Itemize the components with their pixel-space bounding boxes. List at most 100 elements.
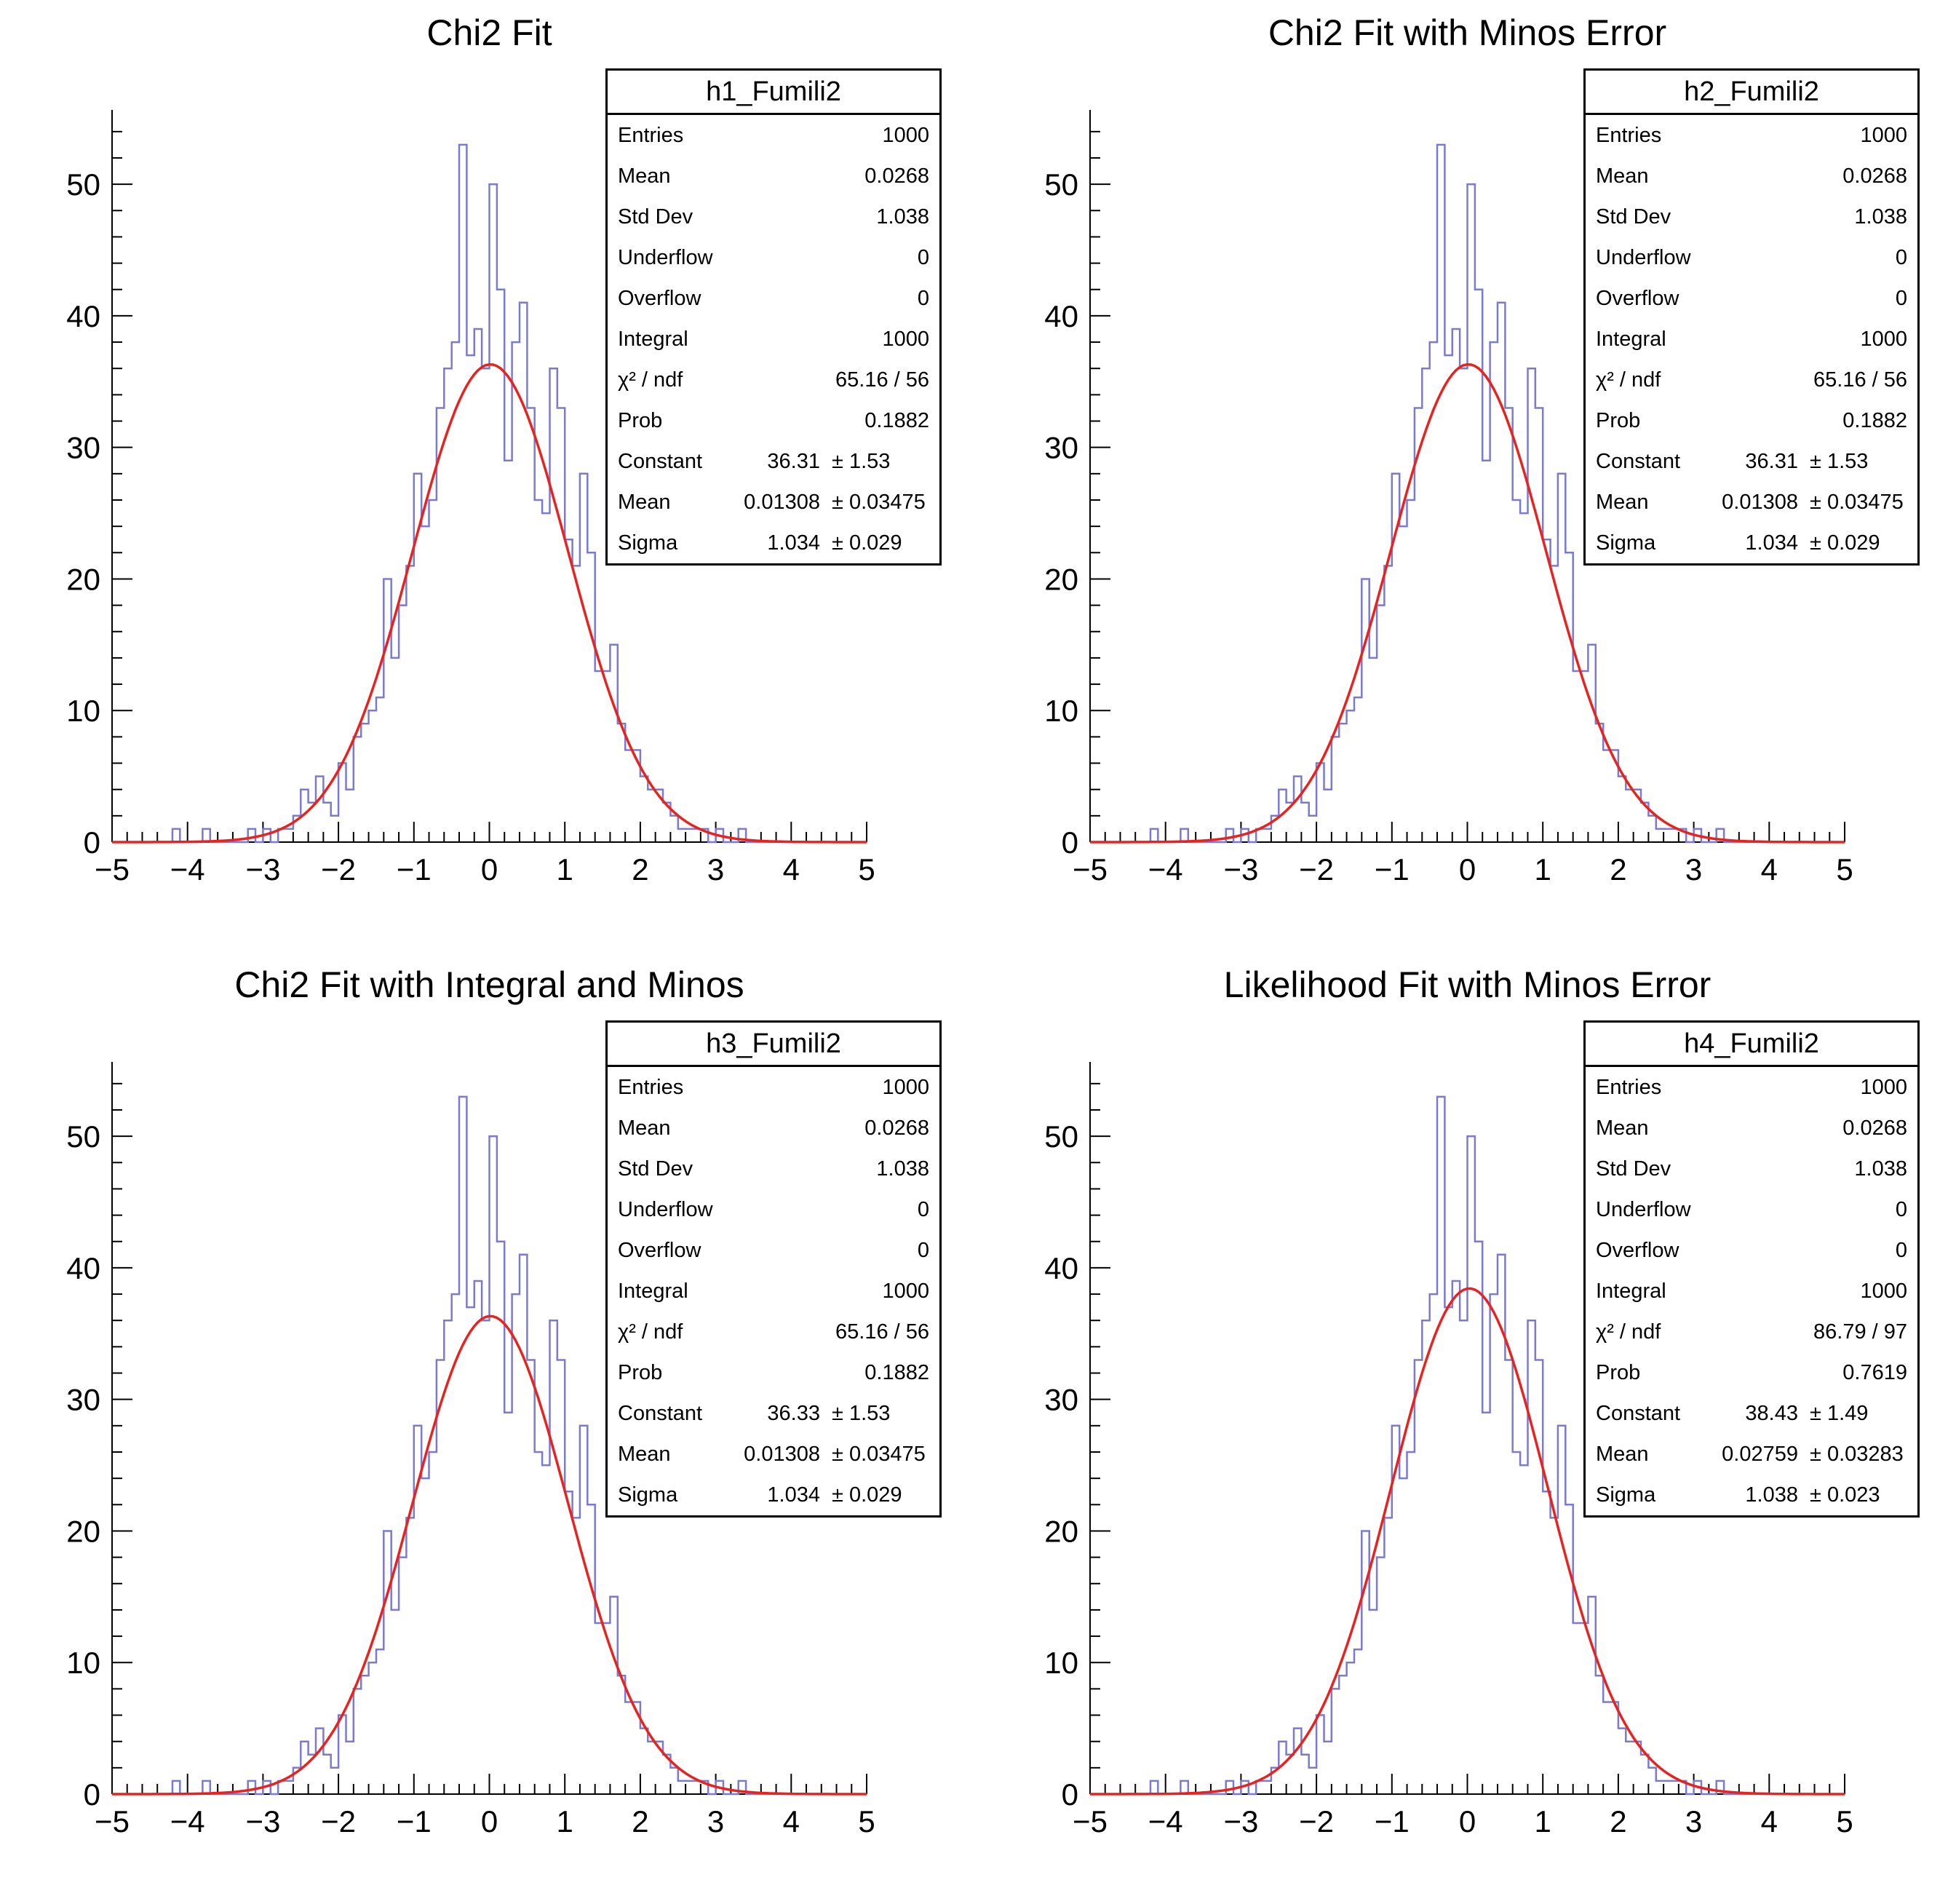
stats-box: h2_Fumili2 Entries 1000 Mean 0.0268 Std Dev 1… [1583,68,1920,566]
x-tick-label: −1 [397,852,432,886]
stats-row-value: 65.16 / 56 [1813,368,1907,392]
stats-row-label: Entries [1596,1075,1662,1099]
stats-row: Std Dev 1.038 [1586,1149,1917,1189]
y-tick-label: 0 [1062,1777,1078,1812]
y-tick-label: 20 [1044,1514,1078,1548]
stats-row: Mean 0.0268 [1586,1108,1917,1149]
stats-row-label: Sigma [618,1483,678,1507]
stats-row-value: 0.02759 [1722,1442,1798,1466]
stats-row: Mean 0.0268 [608,156,939,197]
stats-row: Prob 0.1882 [608,1352,939,1393]
stats-box: h4_Fumili2 Entries 1000 Mean 0.0268 Std Dev 1… [1583,1020,1920,1518]
y-tick-label: 30 [1044,1383,1078,1417]
stats-row-value: 0.0268 [864,1116,929,1140]
y-tick-label: 50 [66,167,100,202]
stats-row-value: 86.79 / 97 [1813,1320,1907,1344]
stats-row-label: Mean [1596,164,1649,188]
stats-title: h1_Fumili2 [608,71,939,115]
pad-title: Chi2 Fit [426,12,552,53]
y-tick-label: 10 [66,694,100,728]
x-axis-labels: −5 −4 −3 −2 −1 0 1 2 3 4 5 [95,1804,875,1838]
stats-row: Mean 0.01308 ± 0.03475 [608,482,939,523]
stats-row-value: 0 [917,1238,929,1262]
x-tick-label: 2 [1610,852,1626,886]
x-tick-label: −2 [1299,1804,1334,1838]
x-tick-label: 2 [1610,1804,1626,1838]
stats-row-error: ± 0.029 [1810,531,1880,555]
stats-row-value: 0 [1895,286,1907,310]
x-tick-label: −5 [95,852,130,886]
x-tick-label: 5 [858,1804,875,1838]
y-axis-labels: 0 10 20 30 40 50 [66,167,100,860]
pad-h4: −5 −4 −3 −2 −1 0 1 2 3 4 5 0 10 20 30 40 50 Likelihood F… [978,952,1956,1904]
stats-row-value: 1.038 [1745,1483,1798,1507]
stats-row-value: 0 [917,245,929,269]
x-tick-label: −3 [1223,1804,1258,1838]
stats-row-label: Mean [618,164,671,188]
stats-row-label: Sigma [1596,1483,1656,1507]
fit-curve [112,362,867,844]
pad-h1: −5 −4 −3 −2 −1 0 1 2 3 4 5 0 10 20 30 40 50 Chi2 Fit h1_… [0,0,978,952]
x-tick-label: 4 [783,852,800,886]
stats-row: Integral 1000 [1586,1271,1917,1312]
stats-row-label: Constant [618,449,703,473]
stats-row-value: 0 [917,286,929,310]
stats-row: Mean 0.0268 [1586,156,1917,197]
stats-row-value: 36.31 [1745,449,1798,473]
x-tick-label: 4 [783,1804,800,1838]
x-tick-label: 5 [1836,1804,1853,1838]
stats-row: Sigma 1.034 ± 0.029 [608,1475,939,1515]
y-axis-ticks [1090,130,1110,843]
stats-rows: Entries 1000 Mean 0.0268 Std Dev 1.038 Underfl… [1586,1067,1917,1515]
x-tick-label: −4 [170,852,205,886]
stats-row: Mean 0.02759 ± 0.03283 [1586,1434,1917,1475]
y-tick-label: 0 [84,825,100,860]
x-tick-label: −1 [1375,1804,1410,1838]
stats-row-value: 1.034 [767,1483,820,1507]
x-tick-label: 3 [707,1804,724,1838]
stats-title: h2_Fumili2 [1586,71,1917,115]
stats-row-label: χ² / ndf [618,368,683,392]
x-tick-label: −4 [1148,852,1183,886]
stats-row: Std Dev 1.038 [1586,197,1917,237]
x-tick-label: −2 [321,1804,356,1838]
stats-row-label: Mean [1596,490,1649,514]
stats-row-label: Constant [1596,1401,1681,1425]
y-tick-label: 10 [1044,1646,1078,1680]
stats-row: Mean 0.01308 ± 0.03475 [608,1434,939,1475]
stats-row-label: Underflow [618,1197,713,1221]
y-tick-label: 50 [1044,1119,1078,1154]
stats-row-label: Mean [618,1442,671,1466]
stats-row-label: Mean [618,490,671,514]
stats-row: Overflow 0 [608,1230,939,1271]
stats-row-value: 1000 [882,327,929,351]
y-axis-ticks [112,1082,132,1795]
stats-row-label: Constant [1596,449,1681,473]
x-axis-labels: −5 −4 −3 −2 −1 0 1 2 3 4 5 [95,852,875,886]
stats-row: Sigma 1.034 ± 0.029 [1586,523,1917,563]
stats-row: Sigma 1.038 ± 0.023 [1586,1475,1917,1515]
x-axis-labels: −5 −4 −3 −2 −1 0 1 2 3 4 5 [1073,852,1853,886]
stats-row-label: Underflow [1596,1197,1691,1221]
y-tick-label: 40 [66,299,100,333]
fit-curve [1090,1287,1845,1796]
stats-row: χ² / ndf 65.16 / 56 [1586,360,1917,400]
stats-row-label: Underflow [618,245,713,269]
x-tick-label: −2 [321,852,356,886]
stats-row-label: Mean [1596,1116,1649,1140]
pad-title: Likelihood Fit with Minos Error [1223,964,1712,1005]
stats-row-error: ± 1.53 [832,449,891,473]
stats-row-value: 0.1882 [864,1360,929,1384]
y-tick-label: 20 [1044,562,1078,596]
stats-row: Overflow 0 [1586,1230,1917,1271]
pad-h3: −5 −4 −3 −2 −1 0 1 2 3 4 5 0 10 20 30 40 50 Chi2 Fit wit… [0,952,978,1904]
stats-row: Constant 36.31 ± 1.53 [608,441,939,482]
stats-row-error: ± 0.03283 [1810,1442,1904,1466]
y-tick-label: 50 [66,1119,100,1154]
stats-row: χ² / ndf 86.79 / 97 [1586,1312,1917,1352]
x-tick-label: 1 [557,1804,573,1838]
stats-row-label: Entries [1596,123,1662,147]
stats-row: Constant 36.31 ± 1.53 [1586,441,1917,482]
x-tick-label: 3 [1685,1804,1702,1838]
